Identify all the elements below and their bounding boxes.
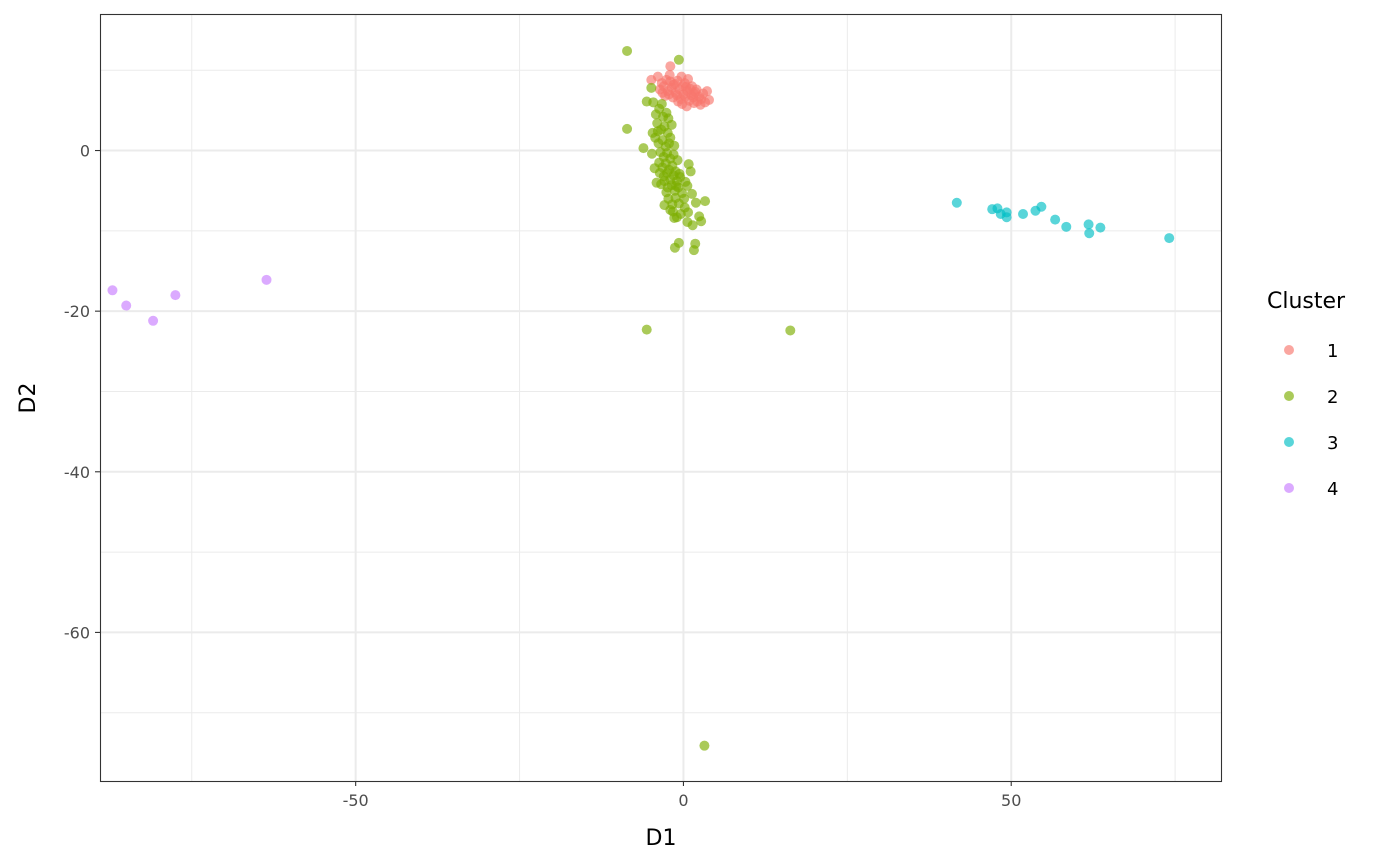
point-cluster-1 — [665, 76, 676, 87]
point-cluster-2 — [622, 123, 633, 134]
point-cluster-2 — [682, 180, 693, 191]
x-tick-label: 50 — [1001, 791, 1021, 810]
x-axis-title: D1 — [646, 826, 677, 851]
point-cluster-3 — [1036, 201, 1047, 212]
point-cluster-2 — [672, 155, 683, 166]
point-cluster-2 — [652, 126, 663, 137]
point-cluster-2 — [700, 196, 711, 207]
point-cluster-2 — [666, 119, 677, 130]
point-cluster-2 — [674, 168, 685, 179]
point-cluster-2 — [641, 324, 652, 335]
minor-gridlines — [100, 14, 1221, 781]
x-tick-label: 0 — [678, 791, 688, 810]
legend-key-cluster-1 — [1284, 345, 1294, 355]
point-cluster-1 — [695, 99, 706, 110]
point-cluster-1 — [657, 87, 668, 98]
point-cluster-4 — [148, 315, 159, 326]
point-cluster-4 — [170, 290, 181, 301]
point-cluster-1 — [673, 96, 684, 107]
point-cluster-2 — [665, 204, 676, 215]
legend-key-cluster-2 — [1284, 391, 1294, 401]
point-cluster-4 — [107, 285, 118, 296]
point-cluster-1 — [702, 86, 713, 97]
point-cluster-2 — [685, 166, 696, 177]
point-cluster-2 — [665, 132, 676, 143]
point-cluster-2 — [686, 188, 697, 199]
point-cluster-1 — [681, 82, 692, 93]
point-cluster-3 — [1095, 222, 1106, 233]
y-tick-label: -60 — [64, 623, 90, 642]
point-cluster-1 — [665, 61, 676, 72]
point-cluster-2 — [648, 97, 659, 108]
point-cluster-3 — [1050, 214, 1061, 225]
point-cluster-2 — [699, 740, 710, 751]
point-cluster-1 — [688, 88, 699, 99]
legend: Cluster 1 2 3 4 — [1267, 289, 1346, 500]
y-axis-title: D2 — [16, 383, 41, 414]
point-cluster-2 — [679, 193, 690, 204]
point-cluster-2 — [688, 245, 699, 256]
point-cluster-2 — [671, 180, 682, 191]
legend-key-cluster-4 — [1284, 483, 1294, 493]
legend-key-cluster-3 — [1284, 437, 1294, 447]
point-cluster-2 — [687, 220, 698, 231]
point-cluster-2 — [646, 148, 657, 159]
point-cluster-2 — [673, 54, 684, 65]
plot-panel-border — [99, 13, 1223, 783]
point-cluster-3 — [1084, 228, 1095, 239]
point-cluster-2 — [661, 187, 672, 198]
point-cluster-2 — [696, 216, 707, 227]
legend-items: 1 2 3 4 — [1284, 341, 1338, 500]
y-axis-ticks: 0 -20 -40 -60 — [64, 142, 100, 642]
point-cluster-2 — [785, 325, 796, 336]
y-tick-label: -40 — [64, 463, 90, 482]
y-tick-label: -20 — [64, 302, 90, 321]
legend-label-cluster-3: 3 — [1327, 433, 1338, 454]
point-cluster-2 — [649, 163, 660, 174]
point-cluster-3 — [1083, 219, 1094, 230]
point-cluster-3 — [1018, 208, 1029, 219]
point-cluster-4 — [261, 274, 272, 285]
legend-label-cluster-4: 4 — [1327, 479, 1338, 500]
data-points — [107, 45, 1175, 751]
point-cluster-2 — [669, 212, 680, 223]
point-cluster-2 — [622, 45, 633, 56]
point-cluster-3 — [951, 197, 962, 208]
y-tick-label: 0 — [80, 142, 90, 161]
point-cluster-3 — [1164, 233, 1175, 244]
point-cluster-2 — [669, 140, 680, 151]
point-cluster-2 — [646, 82, 657, 93]
x-tick-label: -50 — [343, 791, 369, 810]
point-cluster-3 — [1061, 221, 1072, 232]
legend-title: Cluster — [1267, 289, 1346, 314]
point-cluster-2 — [669, 242, 680, 253]
legend-label-cluster-1: 1 — [1327, 341, 1338, 362]
x-axis-ticks: -50 0 50 — [343, 781, 1021, 810]
point-cluster-2 — [690, 197, 701, 208]
major-gridlines — [100, 14, 1221, 781]
point-cluster-2 — [656, 98, 667, 109]
point-cluster-3 — [1001, 212, 1012, 223]
point-cluster-1 — [704, 94, 715, 105]
point-cluster-2 — [638, 143, 649, 154]
point-cluster-4 — [121, 300, 132, 311]
legend-label-cluster-2: 2 — [1327, 387, 1338, 408]
